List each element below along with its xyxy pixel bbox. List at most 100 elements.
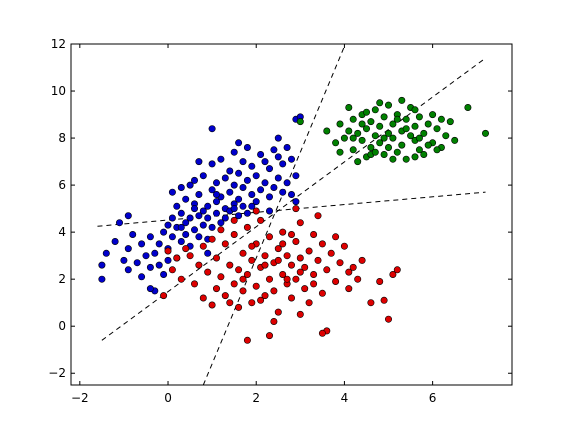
data-point xyxy=(371,148,379,156)
data-point xyxy=(146,263,154,271)
data-point xyxy=(226,167,234,175)
data-point xyxy=(213,198,221,206)
data-point xyxy=(279,270,287,278)
data-point xyxy=(420,129,428,137)
data-point xyxy=(283,179,291,187)
data-point xyxy=(336,259,344,267)
data-point xyxy=(252,172,260,180)
data-point xyxy=(323,266,331,274)
data-point xyxy=(195,158,203,166)
data-point xyxy=(208,235,216,243)
data-point xyxy=(230,280,238,288)
data-point xyxy=(279,228,287,236)
data-point xyxy=(296,268,304,276)
data-point xyxy=(345,268,353,276)
data-point xyxy=(182,195,190,203)
data-point xyxy=(230,148,238,156)
data-point xyxy=(261,292,269,300)
data-point xyxy=(376,99,384,107)
data-point xyxy=(243,176,251,184)
boundary-line-2 xyxy=(97,191,486,227)
data-point xyxy=(433,125,441,133)
data-point xyxy=(384,144,392,152)
data-point xyxy=(389,120,397,128)
data-point xyxy=(336,148,344,156)
data-point xyxy=(199,242,207,250)
data-point xyxy=(265,275,273,283)
data-point xyxy=(182,231,190,239)
data-point xyxy=(358,120,366,128)
data-point xyxy=(270,146,278,154)
data-point xyxy=(221,214,229,222)
data-point xyxy=(195,191,203,199)
data-point xyxy=(239,184,247,192)
series-3 xyxy=(160,205,401,344)
data-point xyxy=(270,317,278,325)
data-point xyxy=(160,270,168,278)
data-point xyxy=(332,139,340,147)
data-point xyxy=(217,219,225,227)
data-point xyxy=(151,249,159,257)
data-point xyxy=(120,256,128,264)
data-point xyxy=(367,144,375,152)
data-point xyxy=(305,247,313,255)
data-point xyxy=(310,231,318,239)
data-point xyxy=(235,266,243,274)
data-point xyxy=(407,132,415,140)
data-point xyxy=(124,245,132,253)
scatter-points xyxy=(98,96,489,344)
data-point xyxy=(292,205,300,213)
data-point xyxy=(261,261,269,269)
data-point xyxy=(345,104,353,112)
data-point xyxy=(243,209,251,217)
data-point xyxy=(261,179,269,187)
series-2 xyxy=(296,96,489,166)
data-point xyxy=(142,252,150,260)
data-point xyxy=(235,195,243,203)
data-point xyxy=(274,308,282,316)
data-point xyxy=(243,144,251,152)
data-point xyxy=(437,115,445,123)
data-point xyxy=(376,277,384,285)
data-point xyxy=(252,282,260,290)
y-tick-label: 6 xyxy=(58,178,66,192)
data-point xyxy=(393,115,401,123)
x-tick-label: −2 xyxy=(71,391,89,405)
data-point xyxy=(124,212,132,220)
data-point xyxy=(173,254,181,262)
data-point xyxy=(248,162,256,170)
y-tick-label: 8 xyxy=(58,131,66,145)
data-point xyxy=(265,207,273,215)
data-point xyxy=(248,299,256,307)
data-point xyxy=(270,184,278,192)
data-point xyxy=(177,275,185,283)
data-point xyxy=(265,233,273,241)
data-point xyxy=(332,277,340,285)
data-point xyxy=(389,270,397,278)
data-point xyxy=(354,129,362,137)
data-point xyxy=(235,169,243,177)
data-point xyxy=(287,261,295,269)
data-point xyxy=(138,273,146,281)
data-point xyxy=(371,106,379,114)
data-point xyxy=(146,285,154,293)
data-point xyxy=(111,238,119,246)
data-point xyxy=(168,233,176,241)
x-tick-label: 0 xyxy=(164,391,172,405)
data-point xyxy=(155,240,163,248)
data-point xyxy=(221,240,229,248)
data-point xyxy=(226,299,234,307)
data-point xyxy=(191,205,199,213)
axis-ticks: −2 0 2 4 6 −2 0 2 4 6 8 10 12 xyxy=(48,37,512,405)
data-point xyxy=(248,202,256,210)
data-point xyxy=(415,146,423,154)
data-point xyxy=(481,129,489,137)
data-point xyxy=(349,115,357,123)
data-point xyxy=(230,205,238,213)
data-point xyxy=(257,186,265,194)
data-point xyxy=(296,254,304,262)
data-point xyxy=(243,223,251,231)
data-point xyxy=(252,198,260,206)
y-tick-label: 2 xyxy=(58,272,66,286)
